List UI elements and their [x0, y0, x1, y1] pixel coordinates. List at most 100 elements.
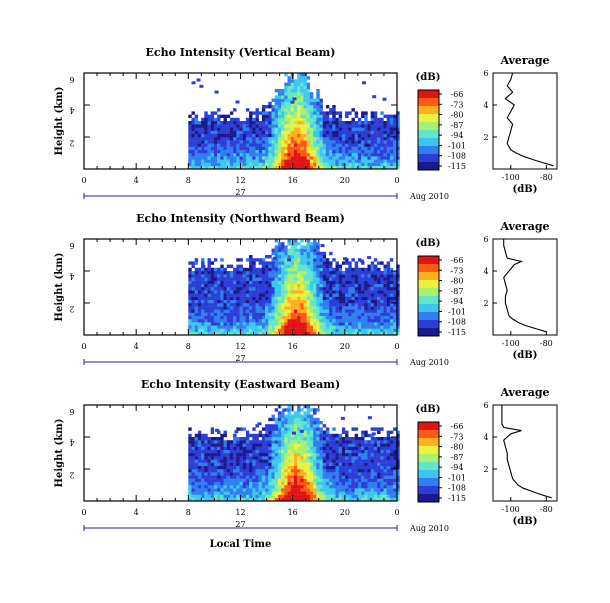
heatmap-cell [210, 443, 215, 447]
heatmap-cell [345, 325, 349, 329]
heatmap-cell [220, 130, 224, 134]
heatmap-cell [313, 159, 317, 163]
heatmap-cell [252, 427, 256, 431]
heatmap-cell [197, 478, 202, 482]
heatmap-cell [351, 462, 355, 466]
heatmap-cell [386, 133, 391, 138]
heatmap-cell [194, 130, 199, 134]
heatmap-cell [345, 127, 349, 131]
heatmap-cell [300, 296, 304, 300]
heatmap-cell [300, 440, 304, 444]
heatmap-cell [287, 405, 291, 409]
heatmap-cell [377, 325, 381, 329]
heatmap-cell [306, 153, 311, 157]
heatmap-cell [239, 124, 243, 128]
heatmap-cell [210, 114, 215, 118]
heatmap-cell [338, 290, 343, 294]
heatmap-cell [188, 443, 192, 447]
heatmap-cell [287, 162, 291, 166]
heatmap-cell [373, 303, 378, 307]
heatmap-cell [396, 469, 400, 473]
heatmap-cell [255, 309, 259, 313]
heatmap-cell [357, 325, 362, 329]
heatmap-cell [188, 162, 192, 166]
heatmap-cell [284, 328, 288, 332]
heatmap-cell [348, 306, 352, 310]
heatmap-cell [201, 491, 205, 495]
heatmap-cell [252, 159, 256, 163]
heatmap-cell [370, 159, 375, 163]
colorbar-tick-label: -94 [451, 463, 464, 472]
heatmap-cell [380, 162, 384, 166]
heatmap-cell [268, 446, 272, 450]
heatmap-cell [249, 140, 253, 144]
heatmap-cell [396, 494, 400, 498]
heatmap-cell [396, 456, 400, 460]
heatmap-cell [201, 456, 205, 460]
heatmap-cell [300, 114, 304, 118]
heatmap-cell [306, 497, 311, 502]
heatmap-cell [287, 79, 291, 83]
heatmap-cell [370, 322, 375, 326]
heatmap-cell [322, 149, 327, 154]
heatmap-cell [287, 271, 291, 275]
heatmap-cell [252, 264, 256, 268]
heatmap-cell [242, 165, 247, 170]
heatmap-cell [361, 140, 365, 144]
heatmap-cell [245, 437, 250, 441]
heatmap-cell [357, 322, 362, 326]
heatmap-cell [210, 130, 215, 134]
heatmap-cell [290, 89, 295, 93]
heatmap-cell [313, 111, 317, 115]
heatmap-cell [386, 287, 391, 291]
heatmap-cell [293, 267, 298, 272]
heatmap-cell [293, 290, 298, 294]
heatmap-cell [297, 309, 301, 313]
heatmap-cell [338, 328, 343, 332]
heatmap-cell [313, 156, 317, 160]
heatmap-cell [197, 312, 202, 316]
heatmap-cell [204, 315, 208, 320]
heatmap-cell [201, 290, 205, 294]
heatmap-cell [393, 456, 397, 460]
heatmap-cell [297, 267, 301, 272]
heatmap-cell [252, 140, 256, 144]
heatmap-cell [274, 421, 279, 425]
heatmap-cell [258, 143, 263, 147]
heatmap-cell [207, 162, 211, 166]
heatmap-cell [223, 274, 227, 278]
heatmap-cell [377, 130, 381, 134]
heatmap-cell [290, 137, 295, 141]
heatmap-cell [370, 491, 375, 495]
heatmap-cell [319, 296, 323, 300]
heatmap-cell [207, 280, 211, 284]
heatmap-cell [242, 287, 247, 291]
heatmap-cell [319, 437, 323, 441]
heatmap-cell [210, 121, 215, 125]
heatmap-cell [370, 143, 375, 147]
heatmap-cell [188, 165, 192, 170]
heatmap-cell [197, 267, 202, 272]
heatmap-cell [389, 325, 394, 329]
heatmap-cell [293, 245, 298, 249]
heatmap-cell [258, 277, 263, 281]
heatmap-cell [303, 162, 307, 166]
heatmap-cell [287, 280, 291, 284]
heatmap-cell [373, 124, 378, 128]
heatmap-cell [325, 449, 330, 454]
heatmap-cell [345, 491, 349, 495]
heatmap-cell [229, 319, 234, 323]
heatmap-cell [249, 475, 253, 479]
heatmap-cell [345, 456, 349, 460]
heatmap-cell [293, 239, 298, 243]
heatmap-cell [201, 306, 205, 310]
heatmap-cell [316, 462, 320, 466]
heatmap-cell [284, 331, 288, 336]
heatmap-cell [383, 143, 387, 147]
heatmap-cell [194, 497, 199, 502]
heatmap-cell [281, 149, 285, 154]
heatmap-cell [335, 462, 339, 466]
heatmap-cell [293, 79, 298, 83]
heatmap-cell [249, 459, 253, 463]
heatmap-cell [306, 114, 311, 118]
